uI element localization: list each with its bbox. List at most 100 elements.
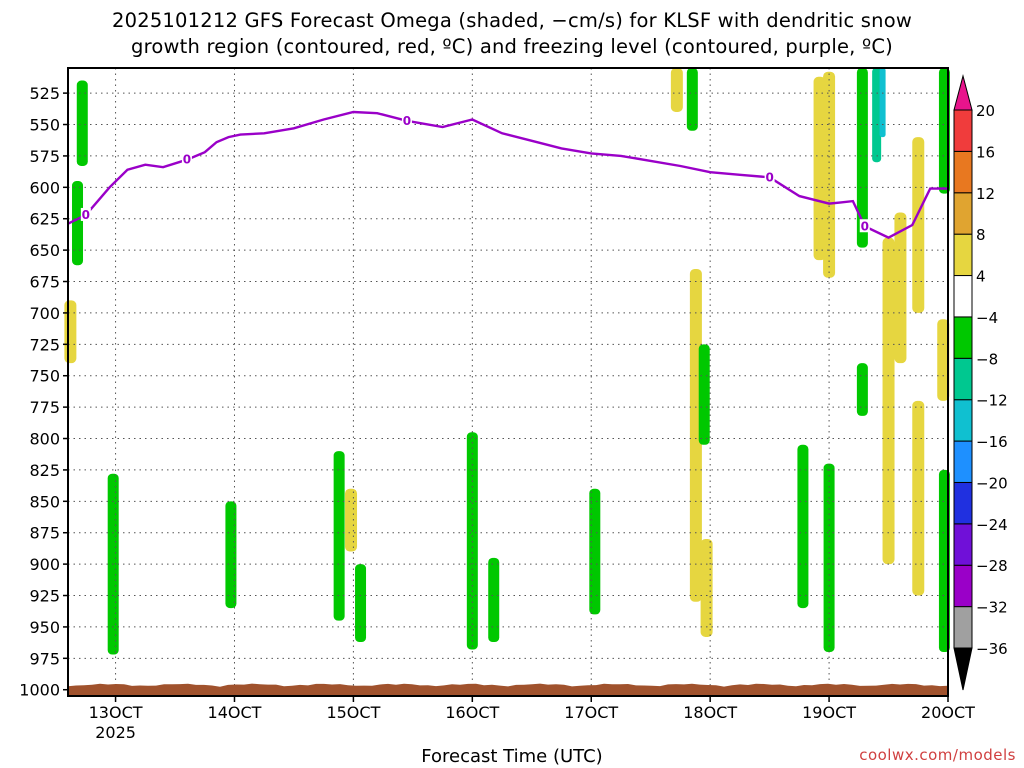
colorbar-label-4: 4 xyxy=(976,268,986,286)
plot-frame xyxy=(67,67,949,697)
y-tick-label-925: 925 xyxy=(29,587,60,606)
y-tick-label-525: 525 xyxy=(29,84,60,103)
omega-region-9 xyxy=(488,557,500,642)
y-tick-label-625: 625 xyxy=(29,210,60,229)
colorbar-segment-11 xyxy=(953,192,973,235)
y-tick-label-600: 600 xyxy=(29,178,60,197)
omega-region-15 xyxy=(698,344,710,445)
colorbar-label--28: −28 xyxy=(976,557,1008,575)
y-tick-label-950: 950 xyxy=(29,618,60,637)
omega-region-25 xyxy=(894,212,907,364)
colorbar-label--8: −8 xyxy=(976,350,998,368)
colorbar-segment-8 xyxy=(953,316,973,359)
omega-region-0 xyxy=(64,300,77,364)
colorbar-segment-3 xyxy=(953,523,973,566)
colorbar-label--12: −12 xyxy=(976,392,1008,410)
freezing-label-bg-0 xyxy=(80,207,91,221)
site-credit: coolwx.com/models xyxy=(859,746,1016,764)
chart-title-line-2: growth region (contoured, red, ºC) and f… xyxy=(131,35,893,58)
colorbar-segment-13 xyxy=(953,109,973,152)
terrain-surface xyxy=(68,683,948,696)
x-tick-label-18OCT: 18OCT xyxy=(683,703,737,722)
omega-region-7 xyxy=(355,564,367,642)
y-tick-label-875: 875 xyxy=(29,524,60,543)
omega-region-6 xyxy=(345,488,358,552)
y-tick-label-700: 700 xyxy=(29,304,60,323)
colorbar-label-20: 20 xyxy=(976,102,995,120)
x-tick-label-13OCT: 13OCT xyxy=(89,703,143,722)
chart-title-line-1: 2025101212 GFS Forecast Omega (shaded, −… xyxy=(112,9,912,32)
colorbar-label--24: −24 xyxy=(976,516,1008,534)
omega-region-1 xyxy=(72,181,84,266)
omega-region-27 xyxy=(912,400,925,596)
omega-region-18 xyxy=(823,71,836,278)
x-axis-label: Forecast Time (UTC) xyxy=(421,746,603,767)
freezing-level-label-4: 0 xyxy=(861,219,869,233)
y-tick-label-975: 975 xyxy=(29,649,60,668)
colorbar-label--20: −20 xyxy=(976,474,1008,492)
omega-region-10 xyxy=(589,488,601,615)
x-tick-label-20OCT: 20OCT xyxy=(921,703,975,722)
colorbar-label--4: −4 xyxy=(976,309,998,327)
colorbar-label-8: 8 xyxy=(976,226,986,244)
y-tick-label-725: 725 xyxy=(29,335,60,354)
x-tick-label-14OCT: 14OCT xyxy=(208,703,262,722)
x-tick-label-17OCT: 17OCT xyxy=(564,703,618,722)
y-tick-label-900: 900 xyxy=(29,555,60,574)
omega-region-2 xyxy=(76,80,88,166)
colorbar-segment-6 xyxy=(953,399,973,442)
x-tick-label-15OCT: 15OCT xyxy=(326,703,380,722)
y-tick-label-650: 650 xyxy=(29,241,60,260)
colorbar-segment-1 xyxy=(953,606,973,649)
omega-region-5 xyxy=(333,451,345,621)
colorbar-label-16: 16 xyxy=(976,143,995,161)
omega-region-22 xyxy=(872,68,882,163)
y-tick-label-550: 550 xyxy=(29,116,60,135)
omega-region-23 xyxy=(879,68,886,138)
colorbar-segment-10 xyxy=(953,233,973,277)
freezing-level-label-1: 0 xyxy=(183,153,191,167)
omega-region-17 xyxy=(813,76,826,261)
freezing-label-bg-3 xyxy=(764,170,775,184)
omega-region-29 xyxy=(937,319,950,401)
colorbar-segment-9 xyxy=(953,275,973,318)
y-tick-label-850: 850 xyxy=(29,492,60,511)
x-tick-label-19OCT: 19OCT xyxy=(802,703,856,722)
y-tick-label-575: 575 xyxy=(29,147,60,166)
y-tick-label-675: 675 xyxy=(29,273,60,292)
omega-region-21 xyxy=(856,363,868,416)
freezing-label-bg-1 xyxy=(181,152,192,166)
colorbar-segment-2 xyxy=(953,564,973,608)
colorbar-label--36: −36 xyxy=(976,640,1008,658)
y-tick-label-800: 800 xyxy=(29,430,60,449)
freezing-label-bg-4 xyxy=(859,219,870,233)
omega-region-16 xyxy=(797,444,809,609)
omega-region-14 xyxy=(700,539,713,637)
colorbar-label--16: −16 xyxy=(976,433,1008,451)
colorbar-label-12: 12 xyxy=(976,185,995,203)
colorbar-segment-7 xyxy=(953,357,973,401)
omega-region-24 xyxy=(882,237,895,565)
freezing-level-label-2: 0 xyxy=(403,114,411,128)
omega-region-4 xyxy=(225,501,237,609)
y-tick-label-1000: 1000 xyxy=(19,681,60,700)
omega-region-11 xyxy=(670,68,683,112)
colorbar-label--32: −32 xyxy=(976,599,1008,617)
colorbar-segment-4 xyxy=(953,481,973,525)
y-tick-label-750: 750 xyxy=(29,367,60,386)
colorbar-arrow-bottom xyxy=(953,647,973,691)
omega-region-26 xyxy=(912,137,925,313)
freezing-level-label-0: 0 xyxy=(82,208,90,222)
colorbar-segment-5 xyxy=(953,440,973,483)
y-tick-label-775: 775 xyxy=(29,398,60,417)
x-year-label: 2025 xyxy=(95,723,136,742)
freezing-level-label-3: 0 xyxy=(765,170,773,184)
colorbar-segment-12 xyxy=(953,150,973,194)
x-tick-label-16OCT: 16OCT xyxy=(445,703,499,722)
freezing-label-bg-2 xyxy=(401,113,412,127)
y-tick-label-825: 825 xyxy=(29,461,60,480)
omega-region-20 xyxy=(856,68,868,248)
omega-region-12 xyxy=(686,68,698,131)
colorbar-arrow-top xyxy=(953,74,973,111)
